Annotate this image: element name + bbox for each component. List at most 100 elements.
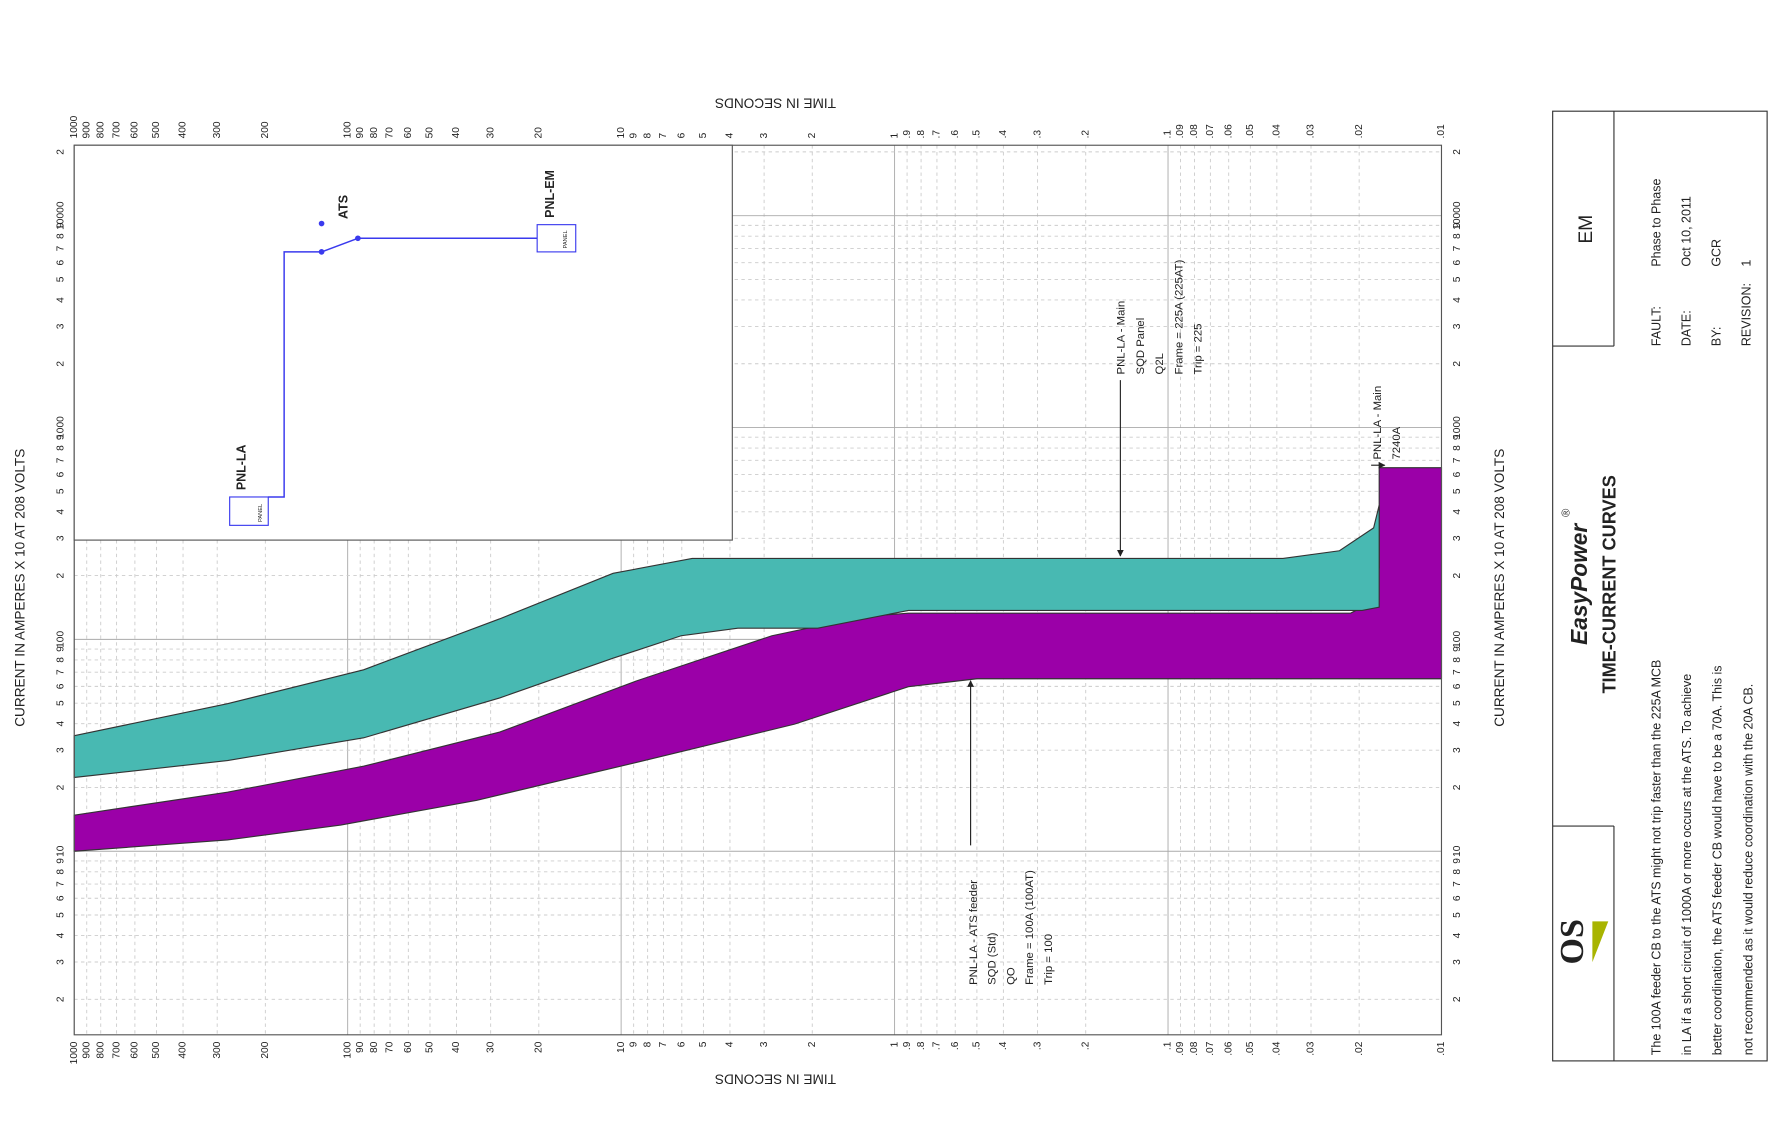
x-tick-label: 500: [151, 1041, 162, 1058]
title-block: EM OS EasyPower ® TIME-CURRENT CURVES The 100…: [1552, 110, 1768, 1062]
y-tick-label: 5: [55, 488, 66, 494]
x-tick-label: .8: [916, 130, 927, 139]
y-tick-label: 7: [1452, 881, 1463, 887]
x-axis-title: TIME IN SECONDS: [715, 1071, 836, 1086]
annotation-text: QO: [1005, 967, 1017, 985]
x-tick-label: 200: [260, 1041, 271, 1058]
x-tick-label: .9: [902, 130, 913, 139]
y-tick-label: 7: [55, 245, 66, 251]
y-tick-label: 5: [55, 912, 66, 918]
x-tick-label: 400: [178, 1041, 189, 1058]
switch-contact: [318, 249, 325, 255]
inset-frame: [73, 144, 733, 541]
y-tick-label: 10000: [55, 201, 66, 230]
x-tick-label: .3: [1032, 130, 1043, 139]
title-block-frame: [1552, 110, 1768, 1062]
x-tick-label: 5: [698, 1041, 709, 1047]
x-tick-label: 30: [485, 1041, 496, 1053]
x-tick-label: .05: [1245, 1041, 1256, 1056]
x-tick-label: 90: [355, 1041, 366, 1053]
y-tick-label: 3: [55, 959, 66, 965]
annotation-text: Frame = 100A (100AT): [1024, 870, 1036, 985]
y-tick-label: 4: [1452, 932, 1463, 938]
x-tick-label: 10: [616, 127, 627, 139]
brand: EasyPower: [1566, 523, 1592, 645]
x-tick-label: 1000: [69, 1041, 80, 1064]
panel-symbol: [536, 224, 577, 253]
y-tick-label: 2: [1452, 572, 1463, 578]
x-tick-label: 2: [807, 132, 818, 138]
field-value: Oct 10, 2011: [1679, 196, 1693, 267]
x-tick-label: 600: [130, 121, 141, 138]
y-tick-label: 100: [55, 631, 66, 648]
y-tick-label: 2: [55, 572, 66, 578]
y-tick-label: 6: [1452, 895, 1463, 901]
x-tick-label: 4: [725, 132, 736, 138]
x-tick-label: .08: [1189, 1041, 1200, 1056]
x-tick-label: .02: [1354, 1041, 1365, 1056]
y-tick-label: 8: [55, 233, 66, 239]
y-tick-label: 8: [1452, 869, 1463, 875]
y-tick-label: 4: [1452, 721, 1463, 727]
field-value: 1: [1740, 260, 1754, 267]
x-tick-label: 1: [889, 1041, 900, 1047]
node-label: PNL-LA: [234, 444, 248, 490]
x-tick-label: .02: [1354, 124, 1365, 139]
x-tick-label: 9: [628, 1041, 639, 1047]
y-tick-label: 6: [1452, 260, 1463, 266]
x-tick-label: 200: [260, 121, 271, 138]
annotation-text: Frame = 225A (225AT): [1173, 260, 1185, 375]
y-tick-label: 2: [55, 784, 66, 790]
x-tick-label: 7: [658, 1041, 669, 1047]
y-tick-label: 9: [1452, 646, 1463, 652]
y-tick-label: 6: [55, 895, 66, 901]
x-tick-label: .03: [1306, 1041, 1317, 1056]
x-tick-label: .1: [1163, 1041, 1174, 1050]
y-tick-label: 6: [1452, 471, 1463, 477]
y-tick-label: 3: [55, 535, 66, 541]
x-tick-label: .4: [998, 130, 1009, 139]
x-tick-label: .7: [932, 1041, 943, 1050]
y-tick-label: 3: [1452, 959, 1463, 965]
y-tick-label: 6: [55, 683, 66, 689]
y-tick-label: 10: [55, 845, 66, 857]
x-tick-label: .4: [998, 1041, 1009, 1050]
y-tick-label: 7: [1452, 669, 1463, 675]
x-tick-label: 40: [451, 127, 462, 139]
x-tick-label: .03: [1306, 124, 1317, 139]
x-tick-label: 400: [178, 121, 189, 138]
y-tick-label: 2: [1452, 361, 1463, 367]
y-tick-label: 2: [1452, 996, 1463, 1002]
x-tick-label: 3: [759, 132, 770, 138]
y-tick-label: 4: [1452, 297, 1463, 303]
y-tick-label: 5: [1452, 912, 1463, 918]
y-tick-label: 3: [55, 747, 66, 753]
x-tick-label: .07: [1205, 124, 1216, 139]
note-text: better coordination, the ATS feeder CB w…: [1711, 665, 1725, 1055]
x-tick-label: 300: [212, 1041, 223, 1058]
x-tick-label: .08: [1189, 124, 1200, 139]
y-tick-label: 2: [55, 149, 66, 155]
y-tick-label: 8: [55, 657, 66, 663]
x-tick-label: .1: [1163, 130, 1174, 139]
x-tick-label: 70: [385, 1041, 396, 1053]
x-tick-label: .01: [1436, 124, 1447, 139]
y-tick-label: 3: [1452, 535, 1463, 541]
x-tick-label: .5: [972, 1041, 983, 1050]
y-tick-label: 9: [55, 434, 66, 440]
x-tick-label: .3: [1032, 1041, 1043, 1050]
y-tick-label: 8: [55, 869, 66, 875]
logo-text: OS: [1554, 919, 1591, 964]
x-tick-label: .09: [1175, 1041, 1186, 1056]
x-tick-label: 6: [676, 132, 687, 138]
y-tick-label: 3: [1452, 747, 1463, 753]
x-tick-label: 100: [342, 121, 353, 138]
annotation-text: Trip = 225: [1193, 324, 1205, 375]
x-tick-label: .07: [1205, 1041, 1216, 1056]
annotation-text: PNL-LA - Main: [1116, 301, 1128, 375]
x-tick-label: .06: [1223, 124, 1234, 139]
x-tick-label: 800: [95, 121, 106, 138]
field-label: FAULT:: [1649, 306, 1663, 346]
x-tick-label: .04: [1272, 124, 1283, 139]
y-tick-label: 8: [1452, 233, 1463, 239]
